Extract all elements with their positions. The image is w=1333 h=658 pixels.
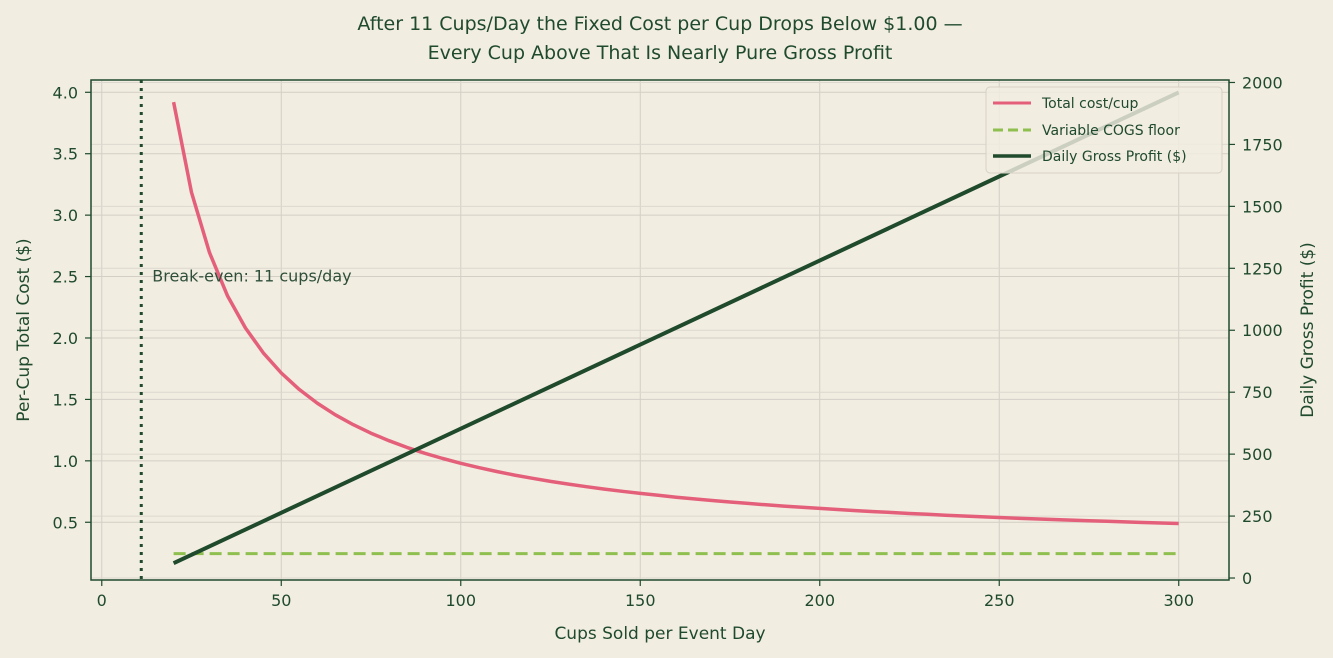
- x-tick-label: 50: [271, 591, 291, 610]
- y-right-tick-label: 500: [1242, 445, 1273, 464]
- y-right-tick-label: 1250: [1242, 259, 1283, 278]
- y-left-tick-label: 1.5: [53, 390, 78, 409]
- legend: Total cost/cup Variable COGS floor Daily…: [985, 86, 1223, 174]
- legend-label-cogs-floor: Variable COGS floor: [1042, 123, 1180, 139]
- y-left-tick-label: 1.0: [53, 452, 78, 471]
- y-right-tick-label: 0: [1242, 569, 1252, 588]
- x-tick-label: 200: [804, 591, 835, 610]
- y-right-tick-label: 1750: [1242, 135, 1283, 154]
- legend-label-gross-profit: Daily Gross Profit ($): [1042, 149, 1187, 165]
- y-right-axis-label: Daily Gross Profit ($): [1298, 242, 1318, 418]
- x-axis-ticks: 0 50 100 150 200 250 300: [97, 580, 1194, 610]
- y-left-axis-ticks: 0.5 1.0 1.5 2.0 2.5 3.0 3.5 4.0: [53, 83, 91, 532]
- x-tick-label: 300: [1163, 591, 1194, 610]
- y-right-tick-label: 250: [1242, 507, 1273, 526]
- x-tick-label: 100: [445, 591, 476, 610]
- y-right-tick-label: 750: [1242, 383, 1273, 402]
- y-right-tick-label: 2000: [1242, 73, 1283, 92]
- chart-title-line1: After 11 Cups/Day the Fixed Cost per Cup…: [357, 13, 962, 35]
- y-right-tick-label: 1000: [1242, 321, 1283, 340]
- x-tick-label: 0: [97, 591, 107, 610]
- chart-title-line2: Every Cup Above That Is Nearly Pure Gros…: [428, 42, 893, 64]
- x-tick-label: 250: [984, 591, 1015, 610]
- legend-label-total-cost: Total cost/cup: [1041, 96, 1138, 112]
- y-left-axis-label: Per-Cup Total Cost ($): [14, 238, 34, 421]
- break-even-annotation: Break-even: 11 cups/day: [152, 267, 351, 286]
- y-left-tick-label: 2.0: [53, 329, 78, 348]
- series-total-cost-line: [171, 101, 1179, 526]
- y-left-tick-label: 4.0: [53, 83, 78, 102]
- y-left-tick-label: 0.5: [53, 513, 78, 532]
- y-left-tick-label: 3.0: [53, 206, 78, 225]
- y-right-tick-label: 1500: [1242, 197, 1283, 216]
- x-axis-label: Cups Sold per Event Day: [554, 624, 765, 644]
- y-left-tick-label: 3.5: [53, 145, 78, 164]
- x-tick-label: 150: [625, 591, 656, 610]
- legend-box: [985, 86, 1223, 174]
- y-right-axis-ticks: 0 250 500 750 1000 1250 1500 1750 2000: [1229, 73, 1283, 588]
- y-left-tick-label: 2.5: [53, 268, 78, 287]
